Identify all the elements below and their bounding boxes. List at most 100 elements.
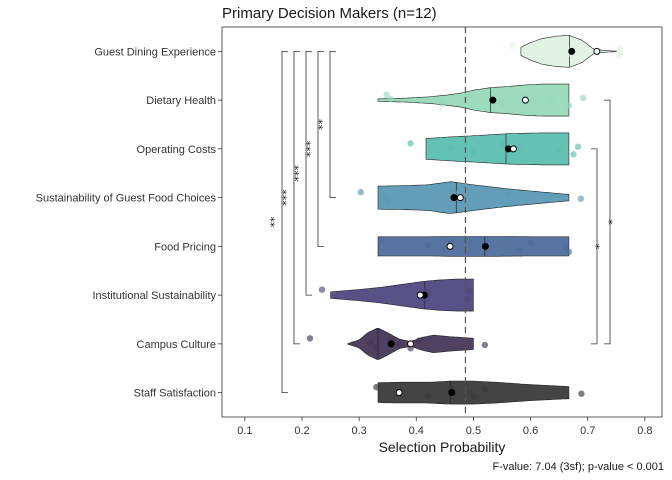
data-point-operating-costs bbox=[515, 142, 523, 149]
data-point-staff-satisfaction bbox=[578, 390, 585, 397]
violin-dietary-health bbox=[377, 83, 570, 117]
data-point-sustainability-of-guest-food-choices bbox=[357, 188, 365, 196]
data-point-institutional-sustainability bbox=[464, 296, 471, 303]
x-tick-label-0-7: 0.7 bbox=[580, 425, 595, 437]
data-point-campus-culture bbox=[415, 337, 423, 344]
summary-markers-layer bbox=[387, 47, 601, 397]
open-marker-staff-satisfaction bbox=[395, 389, 403, 397]
data-point-dietary-health bbox=[463, 92, 470, 99]
violin-sustainability-of-guest-food-choices bbox=[377, 181, 570, 214]
significance-brackets: *************** bbox=[268, 50, 619, 394]
data-point-food-pricing bbox=[424, 242, 431, 249]
data-point-campus-culture bbox=[395, 340, 403, 348]
data-point-operating-costs bbox=[570, 151, 577, 158]
data-point-staff-satisfaction bbox=[424, 392, 431, 400]
chart-title: Primary Decision Makers (n=12) bbox=[222, 5, 437, 22]
violin-institutional-sustainability bbox=[330, 278, 474, 312]
data-point-guest-dining-experience bbox=[509, 42, 516, 50]
data-point-campus-culture bbox=[367, 339, 374, 346]
data-point-dietary-health bbox=[565, 102, 573, 109]
violin-operating-costs bbox=[425, 132, 570, 166]
x-tick-label-0-3: 0.3 bbox=[351, 425, 366, 437]
data-point-sustainability-of-guest-food-choices bbox=[504, 191, 511, 198]
x-tick-label-0-4: 0.4 bbox=[409, 425, 424, 437]
data-point-food-pricing bbox=[515, 247, 523, 254]
data-point-institutional-sustainability bbox=[318, 286, 326, 293]
x-axis-label: Selection Probability bbox=[379, 439, 506, 455]
open-marker-food-pricing bbox=[446, 242, 454, 250]
x-tick-label-0-8: 0.8 bbox=[637, 425, 652, 437]
bracket-left-2 bbox=[293, 50, 300, 345]
violins-layer bbox=[330, 35, 617, 405]
x-axis-ticks: 0.1 0.2 0.3 0.4 0.5 0.6 0.7 0.8 bbox=[237, 417, 653, 437]
data-point-food-pricing bbox=[441, 246, 449, 253]
bracket-left-label-4: *** bbox=[304, 140, 317, 157]
bracket-left-label-1: ** bbox=[268, 216, 281, 228]
mean-marker-guest-dining-experience bbox=[568, 47, 576, 55]
data-point-operating-costs bbox=[407, 140, 414, 147]
bracket-left-label-5: ** bbox=[316, 119, 329, 131]
bracket-left-label-2: *** bbox=[280, 189, 293, 206]
open-marker-operating-costs bbox=[509, 145, 517, 153]
data-point-operating-costs bbox=[447, 144, 454, 151]
bracket-left-3 bbox=[305, 50, 312, 296]
y-tick-label-food-pricing: Food Pricing bbox=[154, 241, 216, 253]
data-point-dietary-health bbox=[547, 98, 555, 105]
data-point-campus-culture bbox=[306, 335, 314, 342]
data-point-sustainability-of-guest-food-choices bbox=[384, 197, 391, 205]
mean-marker-dietary-health bbox=[489, 96, 497, 104]
data-point-operating-costs bbox=[555, 146, 563, 154]
bracket-left-label-3: *** bbox=[292, 165, 305, 182]
bracket-left-5 bbox=[329, 50, 336, 199]
open-marker-dietary-health bbox=[521, 96, 529, 104]
data-point-campus-culture bbox=[481, 341, 489, 349]
data-point-dietary-health bbox=[579, 94, 587, 102]
y-tick-label-dietary-health: Dietary Health bbox=[146, 95, 216, 107]
data-point-staff-satisfaction bbox=[481, 386, 489, 393]
data-point-dietary-health bbox=[383, 91, 390, 98]
violin-food-pricing bbox=[377, 236, 570, 257]
data-point-operating-costs bbox=[498, 141, 506, 148]
data-point-staff-satisfaction bbox=[373, 383, 380, 391]
y-tick-label-sustainability-of-guest-food-choices: Sustainability of Guest Food Choices bbox=[36, 193, 217, 205]
data-point-dietary-health bbox=[498, 101, 506, 108]
data-point-operating-costs bbox=[574, 143, 582, 150]
data-point-sustainability-of-guest-food-choices bbox=[577, 195, 585, 202]
open-marker-guest-dining-experience bbox=[593, 47, 601, 55]
mean-marker-food-pricing bbox=[481, 242, 489, 250]
data-point-food-pricing bbox=[565, 248, 573, 256]
mean-marker-staff-satisfaction bbox=[448, 389, 456, 397]
data-point-food-pricing bbox=[377, 237, 385, 245]
plot-area bbox=[221, 26, 663, 418]
bracket-left-4 bbox=[317, 50, 324, 247]
data-point-staff-satisfaction bbox=[470, 393, 477, 401]
open-marker-institutional-sustainability bbox=[416, 291, 424, 299]
bracket-right-2 bbox=[591, 148, 598, 345]
data-point-dietary-health bbox=[439, 100, 446, 107]
bracket-right-label-1: * bbox=[606, 219, 619, 225]
x-tick-label-0-5: 0.5 bbox=[466, 425, 481, 437]
data-point-guest-dining-experience bbox=[617, 49, 624, 56]
data-point-dietary-health bbox=[387, 95, 394, 103]
data-point-campus-culture bbox=[373, 343, 380, 351]
y-axis-labels: Guest Dining Experience Dietary Health Ope… bbox=[36, 46, 222, 400]
x-tick-label-0-2: 0.2 bbox=[294, 425, 309, 437]
y-tick-label-staff-satisfaction: Staff Satisfaction bbox=[134, 388, 216, 400]
y-tick-label-guest-dining-experience: Guest Dining Experience bbox=[94, 46, 216, 58]
data-point-food-pricing bbox=[562, 244, 569, 251]
y-tick-label-operating-costs: Operating Costs bbox=[137, 144, 217, 156]
bracket-right-1 bbox=[604, 99, 611, 345]
data-point-food-pricing bbox=[527, 239, 534, 247]
x-tick-label-0-6: 0.6 bbox=[523, 425, 538, 437]
data-point-operating-costs bbox=[470, 148, 477, 156]
bracket-right-label-2: * bbox=[593, 243, 606, 249]
data-point-institutional-sustainability bbox=[465, 288, 473, 296]
open-marker-campus-culture bbox=[407, 340, 415, 348]
mean-marker-campus-culture bbox=[387, 340, 395, 348]
open-marker-sustainability-of-guest-food-choices bbox=[456, 194, 464, 202]
data-point-guest-dining-experience bbox=[575, 43, 583, 51]
mean-marker-sustainability-of-guest-food-choices bbox=[450, 194, 458, 202]
chart-caption: F-value: 7.04 (3sf); p-value < 0.001 bbox=[492, 461, 664, 473]
y-tick-label-institutional-sustainability: Institutional Sustainability bbox=[92, 290, 216, 302]
